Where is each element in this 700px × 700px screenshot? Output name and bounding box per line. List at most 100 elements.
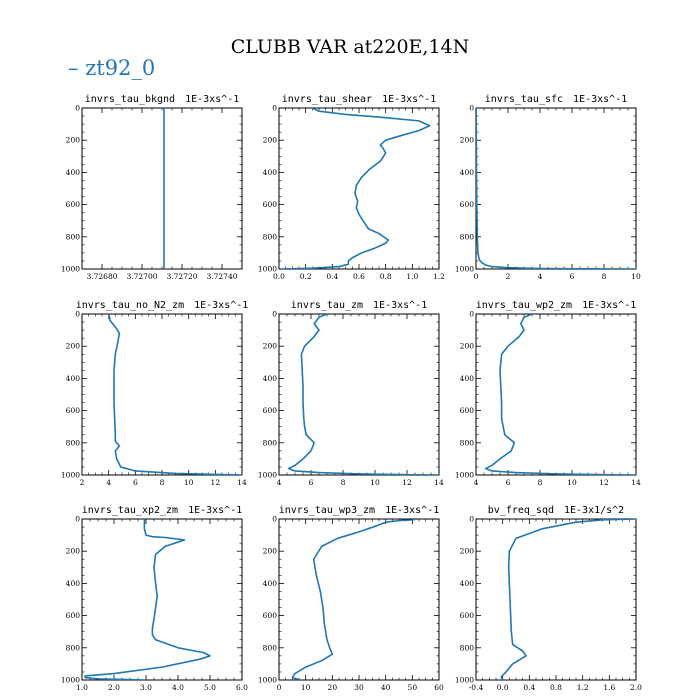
- x-tick-label: 4: [474, 478, 479, 487]
- series-line: [281, 108, 431, 269]
- y-tick-label: 600: [66, 200, 81, 209]
- y-tick-label: 0: [75, 104, 80, 113]
- x-tick-label: 10: [370, 478, 380, 487]
- x-tick-label: 10: [301, 683, 311, 692]
- x-tick-label: 0.6: [353, 272, 365, 281]
- x-tick-label: 4: [277, 478, 282, 487]
- y-tick-label: 600: [66, 611, 81, 620]
- plot-frame: [81, 313, 243, 476]
- x-tick-label: 2.0: [108, 683, 120, 692]
- x-tick-label: 4: [106, 478, 111, 487]
- y-tick-label: 400: [66, 374, 81, 383]
- x-tick-label: 2: [506, 272, 511, 281]
- series-line: [107, 314, 242, 475]
- x-tick-label: 6: [506, 478, 511, 487]
- y-tick-label: 800: [66, 232, 81, 241]
- series-line: [484, 314, 636, 475]
- x-tick-label: 0: [277, 683, 282, 692]
- chart-panel: invrs_tau_wp2_zm 1E-3xs^-1 4 6 8 10 12 14 0 200 40…: [455, 300, 641, 487]
- chart-title-name: invrs_tau_wp3_zm: [279, 505, 375, 516]
- chart-title-units: 1E-3xs^-1: [188, 505, 242, 516]
- y-tick-label: 600: [263, 406, 278, 415]
- chart-panel: invrs_tau_zm 1E-3xs^-1 4 6 8 10 12 14 0 200 400 600…: [258, 300, 444, 487]
- y-tick-label: 1000: [61, 676, 80, 685]
- x-tick-label: 0.2: [300, 272, 312, 281]
- chart-title-name: bv_freq_sqd: [488, 505, 554, 516]
- x-tick-label: 3.72720: [166, 272, 197, 281]
- x-tick-label: 0.8: [550, 683, 562, 692]
- chart-title-units: 1E-3xs^-1: [382, 94, 436, 105]
- y-tick-label: 600: [263, 611, 278, 620]
- y-tick-label: 800: [263, 438, 278, 447]
- series-line: [84, 519, 211, 680]
- x-tick-label: 12: [211, 478, 221, 487]
- y-tick-label: 1000: [61, 265, 80, 274]
- x-tick-label: 10: [567, 478, 577, 487]
- y-tick-label: 200: [460, 136, 475, 145]
- x-tick-label: 8: [602, 272, 607, 281]
- y-tick-label: 1000: [258, 471, 277, 480]
- y-tick-label: 400: [263, 374, 278, 383]
- chart-title: invrs_tau_zm 1E-3xs^-1: [291, 300, 427, 311]
- x-tick-label: 0.4: [326, 272, 338, 281]
- chart-title-name: invrs_tau_wp2_zm: [476, 300, 572, 311]
- y-tick-label: 1000: [258, 676, 277, 685]
- x-tick-label: 2: [80, 478, 85, 487]
- y-tick-label: 400: [66, 168, 81, 177]
- chart-title-name: invrs_tau_shear: [282, 94, 372, 105]
- x-tick-label: 1.2: [577, 683, 589, 692]
- x-tick-label: 0.4: [523, 683, 535, 692]
- y-tick-label: 600: [66, 406, 81, 415]
- chart-title: invrs_tau_wp3_zm 1E-3xs^-1: [279, 505, 440, 516]
- plot-frame: [278, 518, 440, 681]
- x-tick-label: 8: [341, 478, 346, 487]
- chart-title: invrs_tau_no_N2_zm 1E-3xs^-1: [76, 300, 249, 311]
- y-tick-label: 1000: [455, 676, 474, 685]
- x-tick-label: 8: [160, 478, 165, 487]
- x-tick-label: 14: [434, 478, 444, 487]
- x-tick-label: 0.0: [497, 683, 509, 692]
- y-tick-label: 400: [460, 374, 475, 383]
- chart-panel: invrs_tau_sfc 1E-3xs^-1 0 2 4 6 8 10 0 200 400 600 8…: [455, 94, 641, 281]
- y-tick-label: 400: [460, 168, 475, 177]
- series-line: [476, 108, 636, 269]
- plot-frame: [81, 518, 243, 681]
- chart-panel: invrs_tau_bkgnd 1E-3xs^-1 3.72680 3.72700 3.…: [61, 94, 243, 281]
- x-tick-label: 14: [631, 478, 641, 487]
- y-tick-label: 0: [469, 515, 474, 524]
- y-tick-label: 400: [460, 579, 475, 588]
- chart-title-units: 1E-3x1/s^2: [564, 505, 624, 516]
- x-tick-label: 40: [381, 683, 391, 692]
- chart-title-name: invrs_tau_sfc: [485, 94, 563, 105]
- chart-title-units: 1E-3xs^-1: [185, 94, 239, 105]
- legend-marker: –: [68, 56, 79, 80]
- y-tick-label: 800: [263, 643, 278, 652]
- plot-frame: [81, 107, 243, 270]
- x-tick-label: 8: [538, 478, 543, 487]
- page-title: CLUBB VAR at220E,14N: [230, 36, 470, 58]
- x-tick-label: 0.8: [380, 272, 392, 281]
- x-tick-label: 6: [309, 478, 314, 487]
- chart-title: invrs_tau_wp2_zm 1E-3xs^-1: [476, 300, 637, 311]
- chart-panel: invrs_tau_xp2_zm 1E-3xs^-1 1.0 2.0 3.0 4.0 5.0…: [61, 505, 248, 692]
- x-tick-label: 10: [184, 478, 194, 487]
- y-tick-label: 600: [263, 200, 278, 209]
- series-line: [500, 519, 636, 680]
- x-tick-label: 3.72740: [206, 272, 237, 281]
- x-tick-label: 0: [474, 272, 479, 281]
- y-tick-label: 200: [263, 136, 278, 145]
- x-tick-label: 3.72700: [126, 272, 157, 281]
- y-tick-label: 200: [263, 342, 278, 351]
- y-tick-label: 400: [66, 579, 81, 588]
- x-tick-label: 1.0: [406, 272, 418, 281]
- x-tick-label: 30: [354, 683, 364, 692]
- x-tick-label: 60: [434, 683, 444, 692]
- y-tick-label: 0: [75, 310, 80, 319]
- chart-title-units: 1E-3xs^-1: [373, 300, 427, 311]
- y-tick-label: 600: [460, 611, 475, 620]
- y-tick-label: 200: [460, 547, 475, 556]
- y-tick-label: 0: [469, 310, 474, 319]
- x-tick-label: 20: [328, 683, 338, 692]
- chart-title: bv_freq_sqd 1E-3x1/s^2: [488, 505, 624, 516]
